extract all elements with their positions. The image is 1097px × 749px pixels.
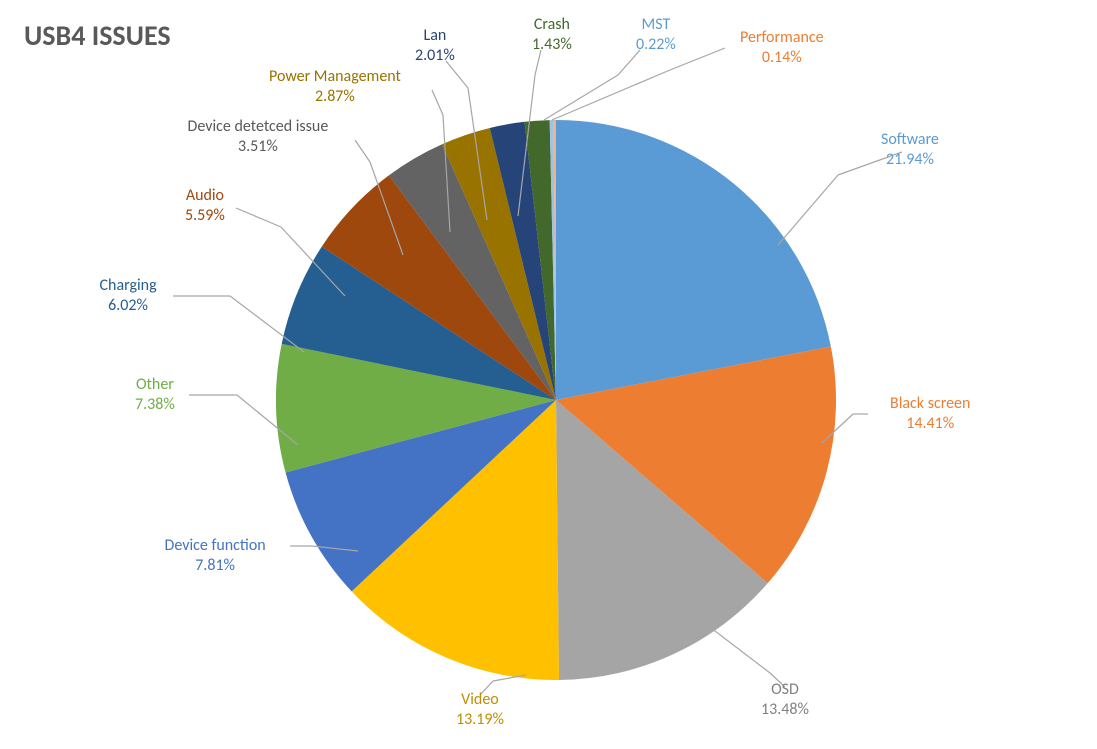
chart-title: USB4 ISSUES	[24, 18, 171, 53]
slice-label-pct: 21.94%	[881, 150, 939, 170]
slice-label: Audio5.59%	[185, 186, 225, 226]
slice-label-name: Performance	[740, 28, 824, 48]
slice-label-pct: 7.38%	[135, 395, 175, 415]
slice-label-name: Other	[135, 375, 175, 395]
slice-label-pct: 13.19%	[456, 710, 504, 730]
slice-label-pct: 14.41%	[890, 414, 970, 434]
slice-label-name: Crash	[532, 15, 572, 35]
slice-label-pct: 6.02%	[100, 296, 157, 316]
slice-label-name: Power Management	[269, 67, 401, 87]
slice-label-pct: 7.81%	[165, 556, 266, 576]
slice-label-name: Audio	[185, 186, 225, 206]
slice-label: Lan2.01%	[415, 26, 455, 66]
slice-label-name: OSD	[761, 680, 809, 700]
slice-label: Other7.38%	[135, 375, 175, 415]
leader-line	[432, 90, 443, 115]
slice-label: Crash1.43%	[532, 15, 572, 55]
slice-label: Power Management2.87%	[269, 67, 401, 107]
slice-label-name: Lan	[415, 26, 455, 46]
slice-label: Device detetced issue3.51%	[188, 117, 329, 157]
slice-label-pct: 2.87%	[269, 87, 401, 107]
slice-label-name: MST	[636, 15, 676, 35]
slice-label: Charging6.02%	[100, 276, 157, 316]
slice-label-pct: 5.59%	[185, 206, 225, 226]
slice-label-name: Charging	[100, 276, 157, 296]
leader-line	[544, 75, 618, 120]
slice-label-name: Device function	[165, 536, 266, 556]
slice-label-pct: 0.14%	[740, 48, 824, 68]
slice-label-pct: 2.01%	[415, 46, 455, 66]
slice-label: Device function7.81%	[165, 536, 266, 576]
slice-label: OSD13.48%	[761, 680, 809, 720]
slice-label-name: Black screen	[890, 394, 970, 414]
slice-label-name: Video	[456, 690, 504, 710]
slice-label: Software21.94%	[881, 130, 939, 170]
pie-chart	[276, 120, 836, 680]
leader-line	[236, 208, 281, 227]
slice-label: Video13.19%	[456, 690, 504, 730]
slice-label: Performance0.14%	[740, 28, 824, 68]
slice-label-name: Device detetced issue	[188, 117, 329, 137]
leader-line	[552, 70, 670, 120]
slice-label: MST0.22%	[636, 15, 676, 55]
slice-label: Black screen14.41%	[890, 394, 970, 434]
slice-label-pct: 3.51%	[188, 137, 329, 157]
slice-label-pct: 13.48%	[761, 700, 809, 720]
leader-line	[670, 48, 725, 70]
slice-label-pct: 0.22%	[636, 35, 676, 55]
slice-label-name: Software	[881, 130, 939, 150]
slice-label-pct: 1.43%	[532, 35, 572, 55]
